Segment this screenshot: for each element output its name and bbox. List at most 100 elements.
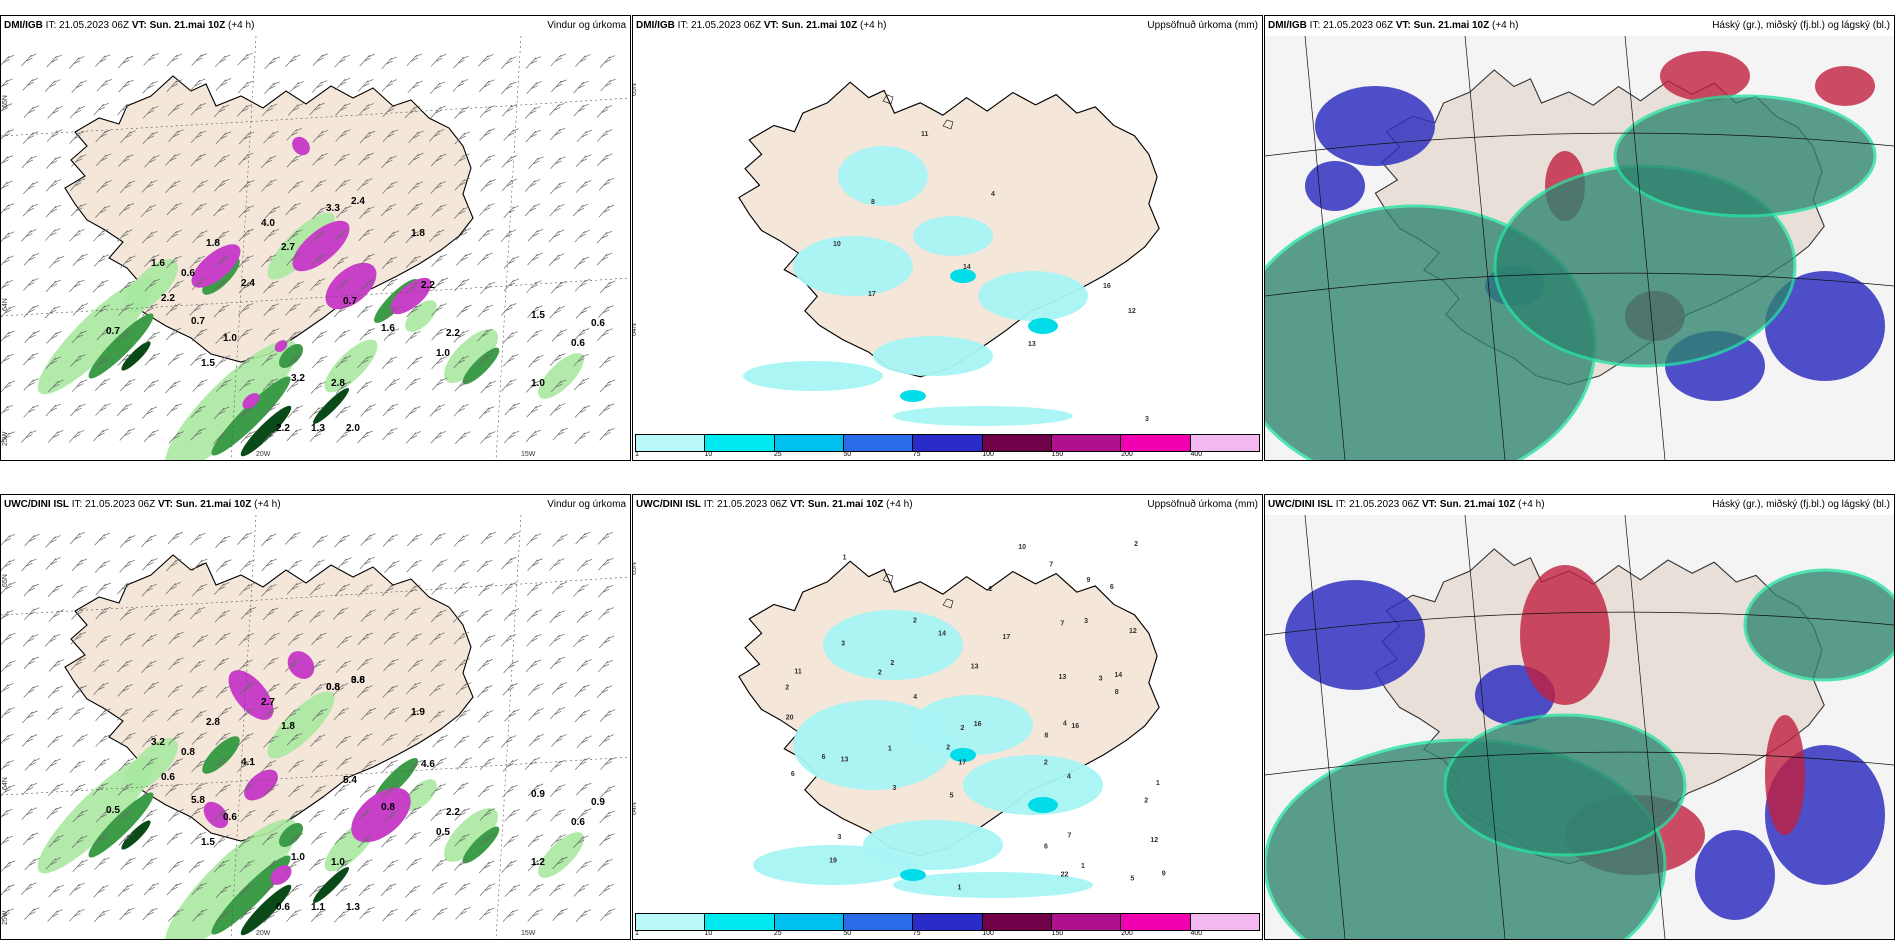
wind-barb [263,910,279,924]
wind-barb [501,155,518,168]
wind-barb [71,607,87,620]
wind-barb [213,406,230,420]
wind-barb [213,859,230,873]
wind-barb [431,303,447,316]
lead-time: (+4 h) [1492,20,1519,31]
wind-barb [380,203,397,217]
wind-barb [576,129,592,143]
wind-barb [168,103,184,116]
wind-barb [405,885,421,898]
wind-barb [95,734,111,747]
wind-barb [312,153,328,166]
wind-barb [336,635,353,649]
legend-tick: 10 [704,451,713,458]
wind-barb [190,130,207,144]
latitude-line [1265,272,1894,297]
precip-value-label: 1.0 [531,378,545,389]
precip-value-label: 3.8 [351,675,365,686]
wind-barb [96,153,112,166]
wind-barb [45,758,61,772]
wind-barb [286,127,302,141]
wind-barb [287,609,304,623]
wind-barb [238,633,254,646]
legend-swatch [774,914,844,930]
accum-value-label: 6 [822,754,826,761]
wind-barb [381,834,397,848]
accum-precip-peak [1028,318,1058,334]
legend-swatch [636,914,706,930]
wind-barb [502,909,519,922]
precip-value-label: 1.5 [201,358,215,369]
precip-value-label: 0.6 [181,268,195,279]
wind-barb [548,229,565,243]
wind-barb [144,353,161,366]
accum-value-label: 7 [1068,833,1072,840]
wind-barb [550,808,566,822]
wind-barb [261,584,277,597]
wind-barb [215,732,231,746]
wind-barb [215,685,232,699]
accum-value-label: 6 [1044,843,1048,850]
wind-barb [119,907,135,921]
wind-barb [47,707,63,720]
wind-barb [286,809,303,823]
accum-precip-area [753,845,913,885]
wind-barb [1,231,15,243]
accum-value-label: 20 [786,715,794,722]
accum-value-label: 2 [785,684,789,691]
precip-value-label: 3.2 [291,373,305,384]
precip-value-label: 2.2 [421,280,435,291]
wind-barb [95,582,111,596]
wind-barb [95,378,111,391]
wind-barb [478,784,494,798]
wind-barb [310,785,326,798]
wind-barb [119,535,136,548]
wind-barb [119,633,136,646]
convective-precip-cell [390,277,432,315]
wind-barb [166,79,182,92]
wind-barb [143,882,160,896]
wind-barb [452,79,469,92]
panel-title: Vindur og úrkoma [547,20,626,31]
wind-barb [357,430,373,444]
wind-barb [381,733,398,746]
wind-barb [237,80,254,94]
wind-barb [432,881,448,895]
valid-time: Sun. 21.mai 10Z [149,20,226,31]
wind-barb [525,106,541,119]
panel-header: UWC/DINI ISL IT: 21.05.2023 06Z VT: Sun.… [1265,495,1894,515]
wind-barb [95,708,111,721]
axis-label: 64N [2,777,9,790]
contour [882,94,894,105]
wind-barb [1,129,14,140]
precip-value-label: 5.8 [191,795,205,806]
wind-barb [117,581,133,595]
wind-barb [141,734,158,748]
wind-barb [453,355,469,369]
wind-barb [575,54,591,67]
wind-barb [192,908,208,922]
panel-header: DMI/IGB IT: 21.05.2023 06Z VT: Sun. 21.m… [633,16,1262,36]
precip-moderate-area [278,822,304,848]
precip-value-label: 1.2 [531,857,545,868]
wind-barb [216,379,232,392]
valid-time: Sun. 21.mai 10Z [781,20,858,31]
wind-barb [477,710,494,723]
wind-barb [71,558,88,572]
wind-barb [1,683,14,694]
wind-barb [213,304,230,318]
wind-barb [168,860,184,873]
wind-barb [285,682,301,695]
model-name: UWC/DINI ISL [1268,499,1333,510]
panel-header: UWC/DINI ISL IT: 21.05.2023 06Z VT: Sun.… [1,495,630,515]
wind-barb [596,252,613,266]
precip-value-label: 2.4 [351,196,365,207]
legend-tick: 1 [635,930,639,937]
wind-barb [143,52,159,66]
legend-tick: 400 [1190,451,1203,458]
wind-barb [477,685,493,698]
wind-barb [456,253,472,266]
wind-barb [1,279,14,290]
axis-label: 20W [256,930,271,937]
wind-barb [214,154,230,168]
